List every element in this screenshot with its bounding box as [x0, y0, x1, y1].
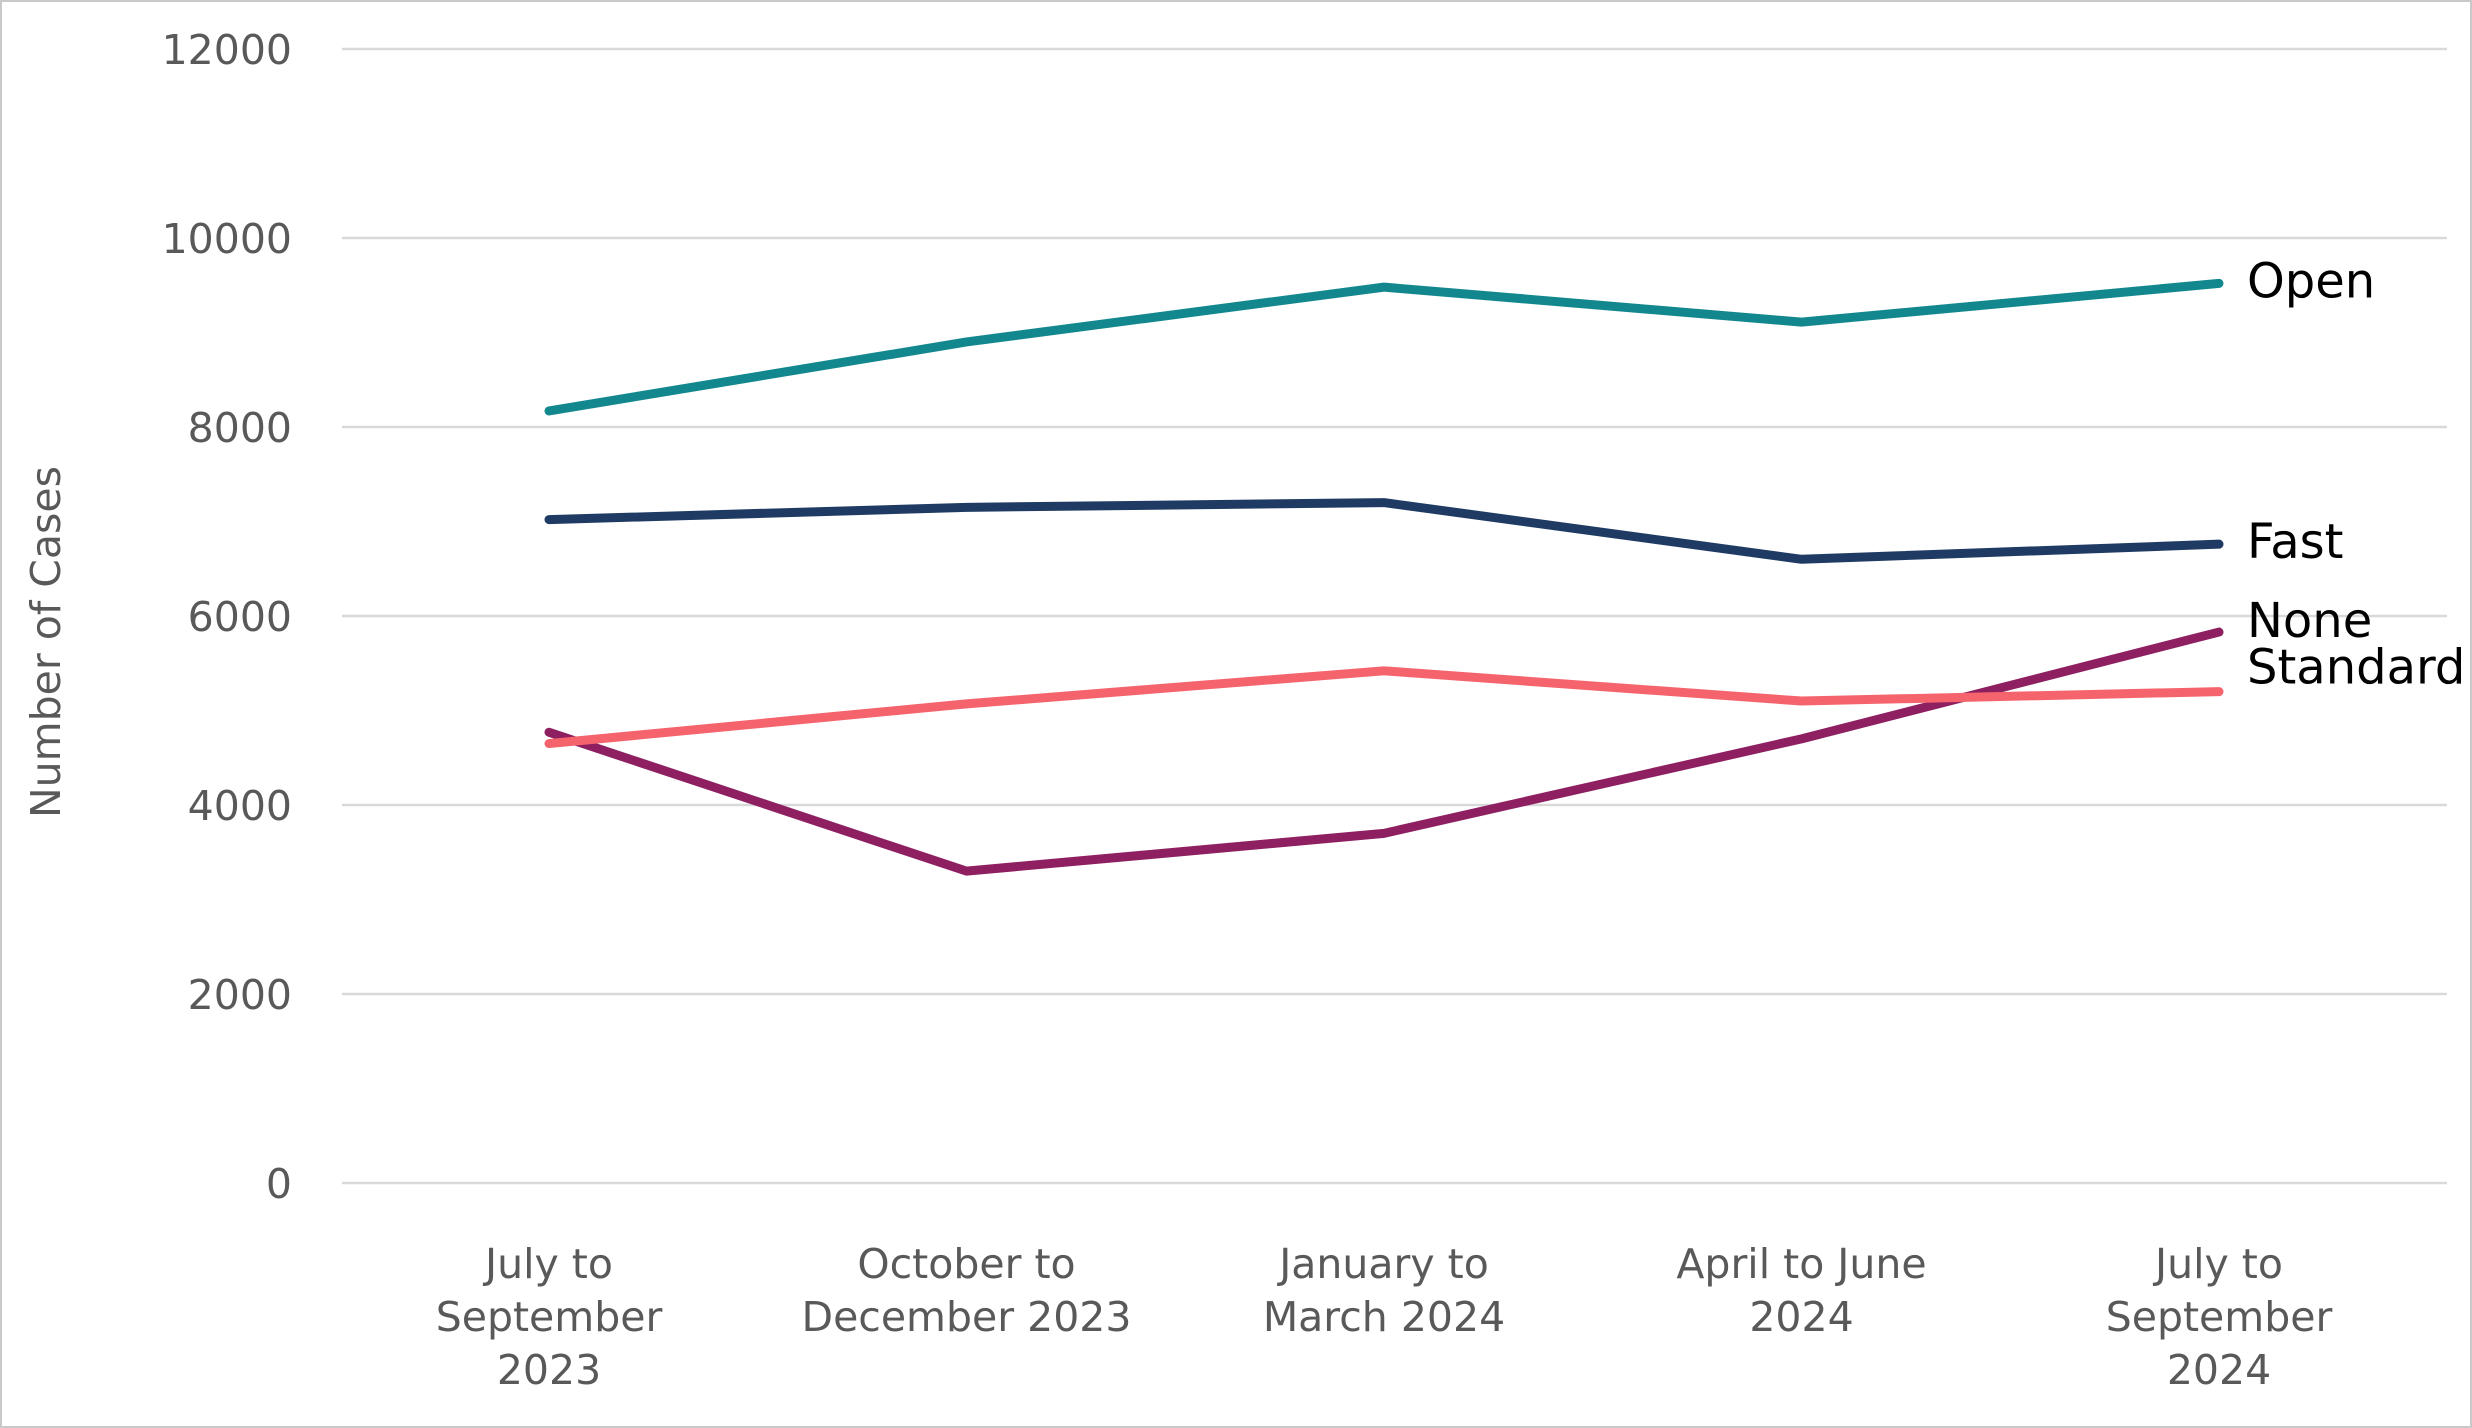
gridlines-group [342, 47, 2447, 1185]
x-tick-label-0: July to September 2023 [436, 1240, 663, 1394]
series-line-standard [544, 666, 2224, 749]
y-tick-label-8000: 8000 [188, 404, 292, 452]
y-tick-label-0: 0 [266, 1160, 292, 1208]
y-axis-tick-labels: 0 2000 4000 6000 8000 10000 12000 [162, 26, 292, 1208]
series-label-standard: Standard [2247, 640, 2465, 696]
y-tick-label-4000: 4000 [188, 782, 292, 830]
series-label-fast: Fast [2247, 514, 2343, 570]
y-tick-label-10000: 10000 [162, 215, 292, 263]
series-label-none: None [2247, 593, 2372, 649]
x-tick-label-4: July to September 2024 [2106, 1240, 2333, 1394]
y-tick-label-2000: 2000 [188, 971, 292, 1019]
series-line-fast [544, 498, 2224, 564]
series-line-open [544, 278, 2224, 416]
y-tick-label-6000: 6000 [188, 593, 292, 641]
series-label-open: Open [2247, 253, 2375, 309]
y-tick-label-12000: 12000 [162, 26, 292, 74]
series-lines-group [544, 278, 2224, 876]
x-tick-label-1: October to December 2023 [802, 1240, 1132, 1341]
x-tick-label-2: January to March 2024 [1263, 1240, 1505, 1341]
y-axis-title: Number of Cases [22, 466, 70, 818]
x-axis-tick-labels: July to September 2023 October to December 2… [436, 1240, 2333, 1394]
x-tick-label-3: April to June 2024 [1676, 1240, 1926, 1341]
series-line-none [544, 627, 2224, 876]
